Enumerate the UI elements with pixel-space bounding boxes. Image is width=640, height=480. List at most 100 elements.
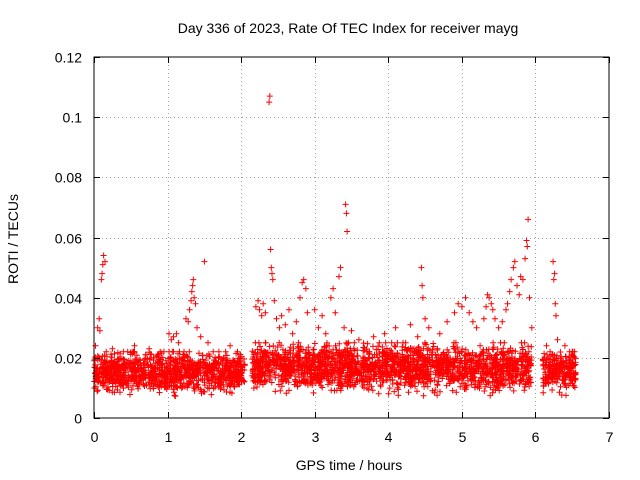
data-point bbox=[271, 297, 278, 304]
data-point bbox=[111, 370, 118, 377]
data-point bbox=[379, 349, 386, 356]
data-point bbox=[166, 383, 173, 390]
data-point bbox=[368, 361, 375, 368]
data-point bbox=[353, 365, 360, 372]
data-point bbox=[379, 368, 386, 375]
data-point bbox=[304, 382, 311, 388]
data-point bbox=[100, 365, 107, 372]
data-point bbox=[322, 344, 328, 351]
y-tick-label: 0.06 bbox=[55, 231, 82, 247]
data-point bbox=[275, 381, 282, 388]
data-point bbox=[325, 381, 331, 388]
data-point bbox=[554, 363, 561, 370]
data-point bbox=[400, 339, 406, 346]
data-point bbox=[269, 276, 276, 283]
data-point bbox=[388, 348, 395, 354]
data-point bbox=[308, 371, 315, 377]
data-point bbox=[492, 315, 498, 322]
data-point bbox=[471, 367, 478, 374]
data-point bbox=[503, 306, 509, 313]
data-point bbox=[418, 361, 425, 367]
data-point bbox=[477, 342, 484, 349]
data-point bbox=[546, 359, 553, 366]
data-point bbox=[319, 312, 326, 319]
data-point bbox=[362, 373, 369, 380]
data-point bbox=[519, 276, 526, 283]
data-point bbox=[324, 370, 331, 377]
data-point bbox=[403, 375, 410, 381]
data-point bbox=[512, 348, 519, 355]
data-point bbox=[507, 384, 514, 391]
data-point bbox=[258, 377, 265, 384]
data-point bbox=[181, 348, 187, 355]
data-point bbox=[234, 378, 241, 385]
data-point bbox=[519, 362, 526, 369]
data-point bbox=[342, 201, 349, 208]
data-point bbox=[197, 333, 204, 340]
x-axis-label: GPS time / hours bbox=[296, 457, 403, 473]
data-point bbox=[462, 294, 469, 301]
data-point bbox=[146, 356, 153, 363]
data-point bbox=[519, 351, 526, 357]
data-point bbox=[186, 306, 193, 313]
data-point bbox=[486, 354, 493, 361]
data-point bbox=[412, 376, 419, 383]
data-point bbox=[500, 373, 507, 380]
data-point bbox=[205, 339, 211, 346]
data-point bbox=[463, 361, 470, 368]
data-point bbox=[300, 372, 307, 378]
data-point bbox=[511, 258, 518, 265]
data-point bbox=[427, 368, 434, 375]
data-point bbox=[300, 378, 307, 385]
data-point bbox=[265, 367, 272, 374]
data-point bbox=[171, 369, 178, 376]
data-point bbox=[440, 370, 447, 377]
data-point bbox=[94, 352, 101, 359]
data-point bbox=[406, 362, 413, 368]
data-point bbox=[386, 371, 393, 378]
data-point bbox=[312, 380, 319, 387]
data-point bbox=[407, 321, 414, 328]
data-point bbox=[336, 381, 343, 388]
data-point bbox=[478, 351, 484, 358]
data-point bbox=[440, 362, 447, 369]
data-points bbox=[91, 93, 579, 400]
data-point bbox=[478, 374, 485, 381]
data-point bbox=[146, 379, 153, 386]
data-point bbox=[328, 349, 335, 356]
data-point bbox=[395, 354, 402, 361]
data-point bbox=[147, 369, 154, 376]
data-point bbox=[524, 359, 531, 366]
data-point bbox=[485, 350, 491, 357]
data-point bbox=[525, 216, 532, 223]
data-point bbox=[301, 355, 308, 361]
y-tick-label: 0.04 bbox=[55, 291, 82, 307]
data-point bbox=[404, 368, 411, 375]
data-point bbox=[180, 373, 187, 380]
data-point bbox=[100, 252, 107, 259]
data-point bbox=[329, 380, 335, 386]
data-point bbox=[311, 306, 318, 313]
data-point bbox=[190, 276, 197, 283]
data-point bbox=[490, 339, 497, 346]
data-point bbox=[559, 359, 566, 366]
data-point bbox=[435, 378, 442, 385]
data-point bbox=[273, 315, 280, 322]
data-point bbox=[286, 387, 292, 394]
data-point bbox=[194, 381, 201, 388]
data-point bbox=[570, 371, 577, 378]
data-point bbox=[552, 300, 559, 307]
data-point bbox=[459, 346, 466, 352]
data-point bbox=[440, 349, 447, 356]
data-point bbox=[198, 388, 205, 395]
data-point bbox=[413, 367, 420, 374]
data-point bbox=[383, 364, 390, 371]
data-point bbox=[311, 340, 318, 347]
data-point bbox=[369, 387, 376, 394]
data-point bbox=[459, 364, 465, 371]
data-point bbox=[306, 351, 313, 358]
data-point bbox=[507, 345, 514, 352]
y-tick-label: 0.02 bbox=[55, 351, 82, 367]
data-point bbox=[512, 359, 519, 366]
data-point bbox=[376, 339, 383, 346]
